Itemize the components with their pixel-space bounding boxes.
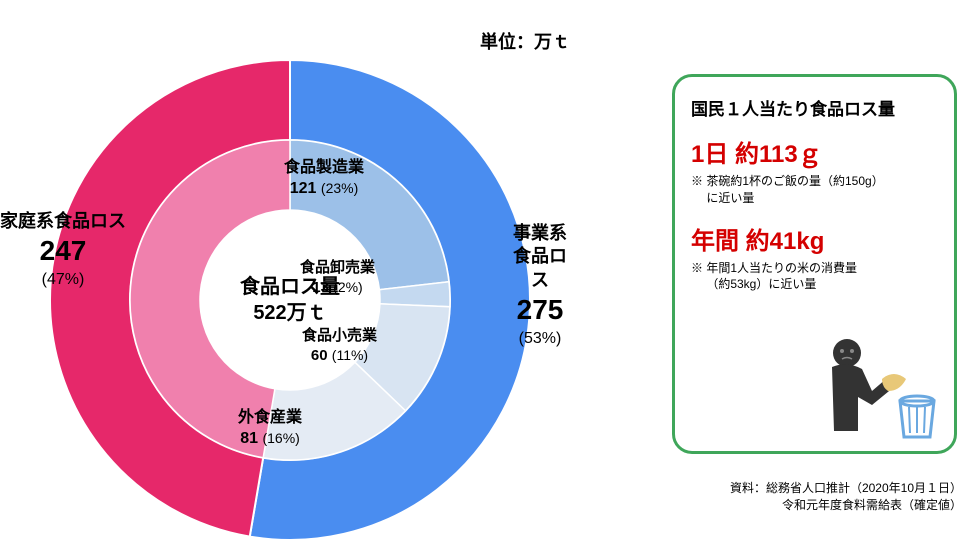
info-daily-note: ※ 茶碗約1杯のご飯の量（約150g） に近い量: [691, 173, 938, 207]
label-manufacturing-value: 121: [290, 180, 317, 197]
label-business-pct: (53%): [510, 329, 570, 350]
label-wholesale: 食品卸売業 13 (2%): [300, 258, 375, 297]
label-manufacturing-name: 食品製造業: [284, 158, 364, 179]
label-foodservice-pct: (16%): [262, 430, 299, 446]
bin-icon: [900, 396, 934, 437]
label-household-value: 247: [0, 233, 126, 269]
info-yearly: 年間 約41kg: [691, 221, 938, 256]
center-line2: 522万ｔ: [220, 300, 360, 326]
label-manufacturing-pct: (23%): [321, 180, 358, 196]
label-wholesale-pct: (2%): [333, 279, 363, 295]
waste-illustration: [812, 331, 942, 441]
label-business: 事業系食品ロス 275 (53%): [510, 222, 570, 349]
label-manufacturing: 食品製造業 121 (23%): [284, 158, 364, 200]
unit-label: 単位：万ｔ: [480, 28, 570, 54]
info-box: 国民１人当たり食品ロス量 1日 約113ｇ ※ 茶碗約1杯のご飯の量（約150g…: [672, 74, 957, 454]
label-retail-value: 60: [311, 347, 328, 364]
info-daily: 1日 約113ｇ: [691, 134, 938, 169]
label-foodservice: 外食産業 81 (16%): [238, 408, 302, 450]
source-text: 資料：総務省人口推計（2020年10月１日） 令和元年度食料需給表（確定値）: [662, 480, 962, 514]
label-foodservice-value: 81: [240, 430, 258, 447]
label-household: 家庭系食品ロス 247 (47%): [0, 210, 126, 291]
label-retail-pct: (11%): [332, 347, 368, 363]
info-title: 国民１人当たり食品ロス量: [691, 95, 938, 120]
label-household-pct: (47%): [0, 270, 126, 291]
donut-chart-area: 食品ロス量 522万ｔ 事業系食品ロス 275 (53%) 家庭系食品ロス 24…: [10, 10, 570, 550]
label-business-value: 275: [510, 292, 570, 328]
label-retail: 食品小売業 60 (11%): [302, 326, 377, 365]
source-line1: 資料：総務省人口推計（2020年10月１日）: [662, 480, 962, 497]
source-line2: 令和元年度食料需給表（確定値）: [662, 497, 962, 514]
info-yearly-note: ※ 年間1人当たりの米の消費量 （約53kg）に近い量: [691, 260, 938, 294]
label-wholesale-value: 13: [312, 279, 329, 296]
label-business-name: 事業系食品ロス: [510, 222, 570, 292]
label-household-name: 家庭系食品ロス: [0, 210, 126, 233]
bowl-icon: [882, 374, 906, 391]
label-foodservice-name: 外食産業: [238, 408, 302, 429]
label-wholesale-name: 食品卸売業: [300, 258, 375, 278]
label-retail-name: 食品小売業: [302, 326, 377, 346]
